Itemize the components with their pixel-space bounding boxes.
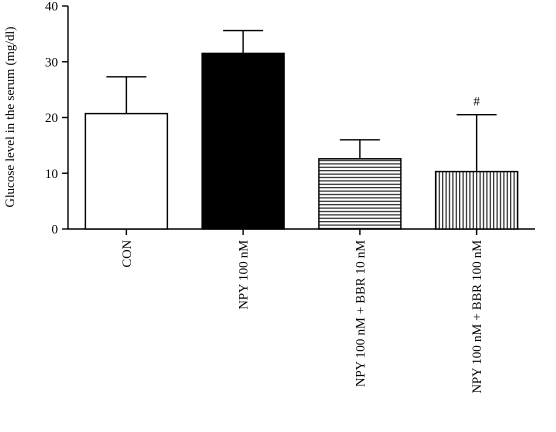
bars bbox=[84, 29, 519, 230]
y-tick-label: 0 bbox=[52, 222, 59, 237]
y-axis-label: Glucose level in the serum (mg/dl) bbox=[2, 27, 17, 208]
x-tick-label: NPY 100 nM bbox=[236, 240, 251, 310]
bar bbox=[318, 158, 402, 230]
x-tick-label: NPY 100 nM + BBR 10 nM bbox=[352, 240, 367, 387]
bar bbox=[434, 170, 519, 230]
y-tick-label: 10 bbox=[45, 166, 58, 181]
y-tick-label: 40 bbox=[45, 0, 58, 14]
labels: 0 10 20 30 40 CON NPY 100 nM NPY 100 nM + BBR 1… bbox=[45, 0, 484, 394]
y-tick-label: 20 bbox=[45, 110, 58, 125]
significance-marker: # bbox=[473, 94, 480, 109]
bar bbox=[84, 112, 169, 230]
y-tick-label: 30 bbox=[45, 54, 58, 69]
bar bbox=[201, 52, 285, 230]
x-tick-label: NPY 100 nM + BBR 100 nM bbox=[469, 240, 484, 394]
x-tick-label: CON bbox=[119, 239, 134, 267]
